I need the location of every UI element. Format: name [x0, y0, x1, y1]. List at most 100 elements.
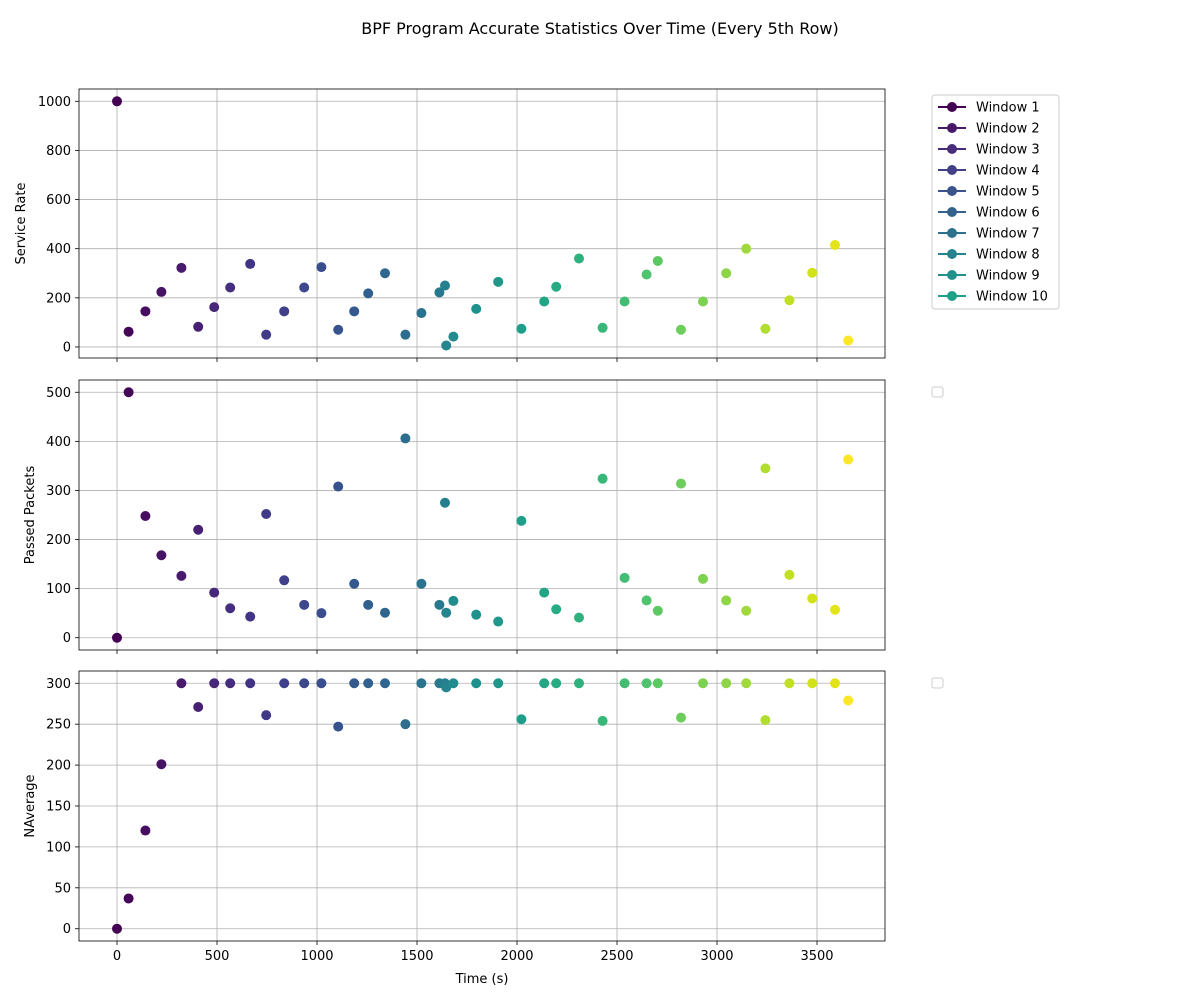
data-point: [440, 497, 450, 508]
data-point: [493, 616, 504, 627]
data-point: [784, 295, 795, 306]
data-point: [843, 454, 854, 465]
data-point: [140, 825, 151, 836]
data-point: [721, 595, 732, 606]
data-point: [380, 268, 390, 279]
x-tick-label: 2000: [500, 949, 533, 964]
data-point: [516, 515, 527, 526]
legend-entry: Window 2: [938, 122, 1040, 137]
data-point: [316, 678, 327, 689]
y-axis-label: Passed Packets: [23, 466, 38, 565]
legend: Window 1 Window 2 Window 3 Window 4 Window 5…: [931, 94, 1060, 310]
data-point: [597, 715, 608, 726]
x-axis-label: Time (s): [455, 972, 509, 987]
y-tick-label: 150: [46, 800, 71, 815]
data-point: [760, 715, 771, 726]
data-point: [493, 276, 504, 287]
data-point: [349, 678, 360, 689]
data-point: [652, 605, 663, 616]
legend-marker: [947, 207, 957, 217]
data-point: [193, 321, 204, 332]
legend-marker: [947, 144, 957, 154]
data-point: [551, 281, 562, 292]
data-point: [123, 893, 134, 904]
chart-title: BPF Program Accurate Statistics Over Tim…: [361, 19, 839, 38]
data-point: [441, 340, 452, 351]
data-point: [363, 599, 374, 610]
y-tick-label: 50: [54, 881, 71, 896]
data-point: [363, 678, 374, 689]
data-point: [349, 578, 360, 589]
data-point: [245, 611, 256, 622]
data-point: [123, 326, 134, 337]
data-point: [698, 296, 708, 307]
data-point: [112, 96, 122, 107]
data-point: [539, 296, 550, 307]
y-tick-label: 800: [46, 144, 71, 159]
data-point: [434, 599, 445, 610]
y-tick-label: 1000: [38, 95, 71, 110]
y-axis-label: Service Rate: [14, 183, 29, 265]
data-point: [784, 678, 795, 689]
data-point: [652, 255, 663, 266]
legend-entry: Window 3: [938, 143, 1040, 158]
data-point: [574, 612, 584, 623]
data-point: [193, 524, 204, 535]
data-point: [741, 243, 752, 254]
subplot-2: 0 100 200 300 400 500 Passed Packets: [23, 379, 944, 654]
data-point: [551, 604, 562, 615]
legend-label: Window 3: [976, 143, 1040, 158]
data-point: [597, 473, 608, 484]
data-point: [830, 678, 840, 689]
data-point: [140, 306, 151, 317]
data-point: [333, 721, 344, 732]
plot-frame: [78, 379, 886, 651]
data-point: [551, 678, 562, 689]
data-point: [721, 678, 732, 689]
empty-legend-box: [931, 386, 944, 398]
data-point: [574, 253, 584, 264]
data-point: [807, 593, 818, 604]
data-point: [676, 478, 686, 489]
data-point: [441, 607, 452, 618]
data-point: [279, 306, 290, 317]
data-point: [619, 572, 630, 583]
data-point: [209, 678, 220, 689]
data-point: [225, 603, 236, 614]
data-point: [225, 282, 236, 293]
data-point: [176, 678, 187, 689]
data-point: [471, 303, 482, 314]
data-point: [830, 604, 840, 615]
data-point: [448, 331, 459, 342]
y-axis-label: NAverage: [23, 774, 38, 837]
legend-marker: [947, 165, 957, 175]
legend-marker: [947, 249, 957, 259]
x-tick-label: 3000: [700, 949, 733, 964]
data-point: [784, 569, 795, 580]
data-point: [112, 632, 122, 643]
data-point: [574, 678, 584, 689]
data-point: [245, 678, 256, 689]
legend-label: Window 4: [976, 164, 1040, 179]
legend-entry: Window 5: [938, 185, 1040, 200]
data-point: [225, 678, 236, 689]
y-tick-label: 100: [46, 840, 71, 855]
data-point: [140, 510, 151, 521]
legend-label: Window 5: [976, 185, 1040, 200]
y-tick-label: 200: [46, 291, 71, 306]
y-tick-label: 100: [46, 582, 71, 597]
data-point: [416, 308, 427, 319]
legend-entry: Window 9: [938, 269, 1040, 284]
x-tick-label: 2500: [600, 949, 633, 964]
data-point: [440, 280, 450, 291]
data-point: [619, 678, 630, 689]
data-point: [316, 262, 327, 273]
legend-entry: Window 10: [938, 290, 1048, 305]
legend-marker: [947, 228, 957, 238]
data-point: [261, 509, 272, 520]
y-tick-label: 200: [46, 759, 71, 774]
subplot-1: 0 200 400 600 800 1000 Service Rate: [14, 88, 886, 362]
